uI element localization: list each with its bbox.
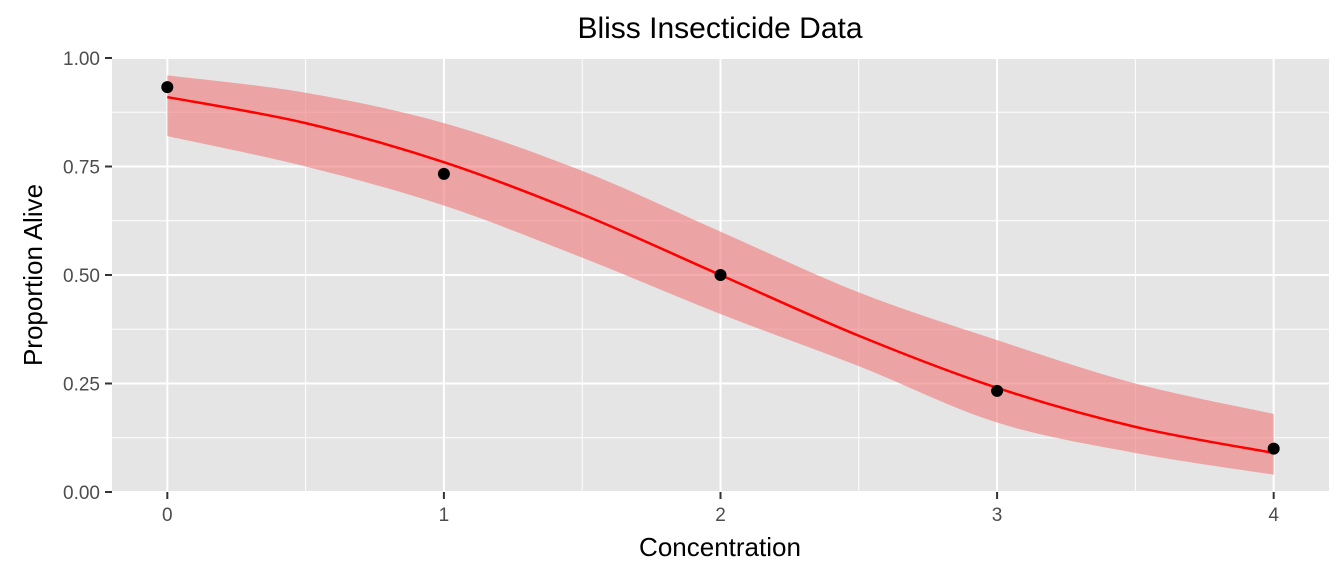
data-point [161, 81, 174, 94]
x-tick-label: 4 [1268, 505, 1279, 526]
data-points [161, 81, 1280, 455]
data-point [1267, 442, 1280, 455]
data-point [991, 384, 1004, 397]
y-tick-label: 1.00 [63, 49, 100, 70]
data-point [714, 269, 727, 281]
x-tick-label: 3 [992, 505, 1003, 526]
x-tick-label: 2 [715, 505, 726, 526]
data-point [437, 167, 450, 180]
y-axis-ticks: 0.00 0.25 0.50 0.75 1.00 [63, 49, 112, 504]
y-axis-label: Proportion Alive [18, 184, 48, 366]
y-tick-label: 0.50 [63, 266, 100, 287]
y-tick-label: 0.75 [63, 158, 100, 179]
chart-title: Bliss Insecticide Data [577, 12, 862, 45]
x-axis-ticks: 0 1 2 3 4 [162, 492, 1279, 526]
x-axis-label: Concentration [639, 532, 801, 562]
x-tick-label: 0 [162, 505, 173, 526]
x-tick-label: 1 [439, 505, 450, 526]
y-tick-label: 0.25 [63, 375, 100, 396]
y-tick-label: 0.00 [63, 483, 100, 504]
